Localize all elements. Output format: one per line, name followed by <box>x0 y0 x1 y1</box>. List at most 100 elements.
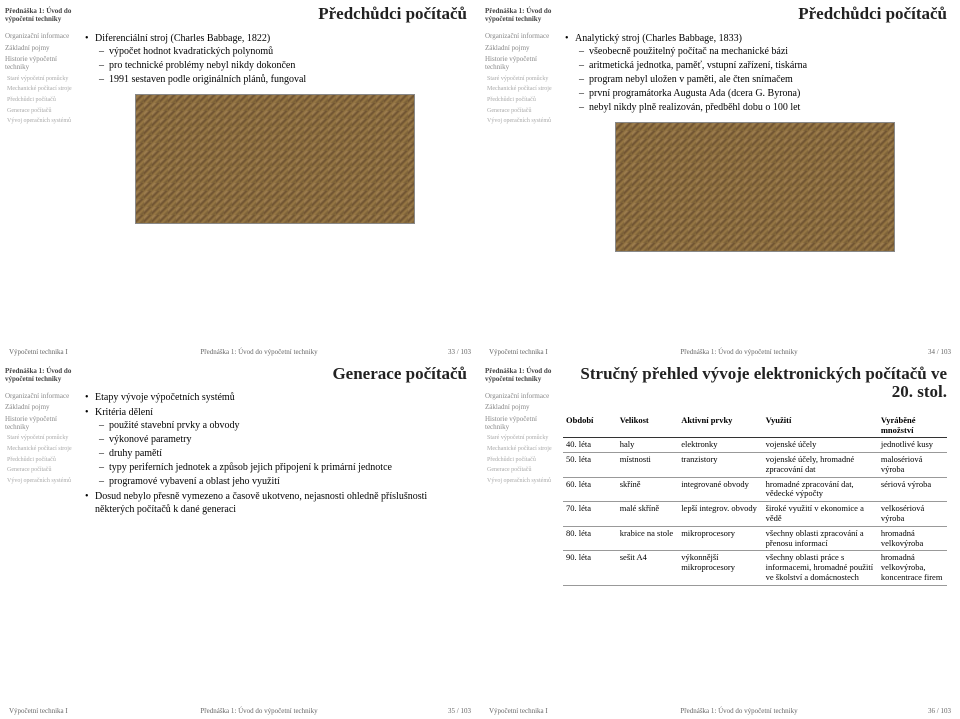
nav-item[interactable]: Vývoj operačních systémů <box>7 118 75 125</box>
nav-item[interactable]: Organizační informace <box>485 33 555 41</box>
sidebar-header: Přednáška 1: Úvod do výpočetní techniky <box>5 367 75 383</box>
nav-item[interactable]: Historie výpočetní techniky <box>485 56 555 71</box>
nav-item[interactable]: Základní pojmy <box>485 45 555 53</box>
sub-bullet: první programátorka Augusta Ada (dcera G… <box>575 87 947 100</box>
slide-content: Analytický stroj (Charles Babbage, 1833)… <box>563 32 947 116</box>
table-cell: vojenské účely, hromadné zpracování dat <box>763 453 878 478</box>
table-cell: hromadná velkovýroba, koncentrace firem <box>878 551 947 585</box>
nav-item[interactable]: Vývoj operačních systémů <box>7 478 75 485</box>
table-cell: všechny oblasti práce s informacemi, hro… <box>763 551 878 585</box>
analytical-engine-image <box>615 122 895 252</box>
table-cell: všechny oblasti zpracování a přenosu inf… <box>763 526 878 551</box>
nav-item[interactable]: Staré výpočetní pomůcky <box>7 435 75 442</box>
table-row: 60. létaskříněintegrované obvodyhromadné… <box>563 477 947 502</box>
nav-item[interactable]: Staré výpočetní pomůcky <box>487 435 555 442</box>
nav-item[interactable]: Historie výpočetní techniky <box>5 56 75 71</box>
table-cell: jednotlivé kusy <box>878 438 947 453</box>
table-cell: velkosériová výroba <box>878 502 947 527</box>
table-header: Období <box>563 414 617 438</box>
table-cell: 60. léta <box>563 477 617 502</box>
sidebar: Přednáška 1: Úvod do výpočetní techniky O… <box>1 1 79 346</box>
table-cell: skříně <box>617 477 678 502</box>
table-row: 80. létakrabice na stolemikroprocesoryvš… <box>563 526 947 551</box>
nav-item[interactable]: Vývoj operačních systémů <box>487 118 555 125</box>
nav-item[interactable]: Mechanické počítací stroje <box>487 86 555 93</box>
sub-bullet: programové vybavení a oblast jeho využit… <box>95 475 467 488</box>
slide-content: ObdobíVelikostAktivní prvkyVyužitíVyrábě… <box>563 410 947 586</box>
sidebar: Přednáška 1: Úvod do výpočetní techniky O… <box>481 361 559 706</box>
sub-bullet: použité stavební prvky a obvody <box>95 419 467 432</box>
table-cell: 40. léta <box>563 438 617 453</box>
bullet: Etapy vývoje výpočetních systémů <box>83 391 467 404</box>
slide-title: Předchůdci počítačů <box>83 5 467 24</box>
slide-title: Stručný přehled vývoje elektronických po… <box>563 365 947 402</box>
bullet: Diferenciální stroj (Charles Babbage, 18… <box>83 32 467 86</box>
nav-item[interactable]: Generace počítačů <box>7 108 75 115</box>
sub-bullet: pro technické problémy nebyl nikdy dokon… <box>95 59 467 72</box>
table-cell: hromadné zpracování dat, vědecké výpočty <box>763 477 878 502</box>
nav-item[interactable]: Základní pojmy <box>5 404 75 412</box>
sidebar-header: Přednáška 1: Úvod do výpočetní techniky <box>5 7 75 23</box>
nav-item[interactable]: Předchůdci počítačů <box>7 457 75 464</box>
slide-34: Přednáška 1: Úvod do výpočetní technikyO… <box>480 0 960 360</box>
table-cell: místnosti <box>617 453 678 478</box>
nav-item[interactable]: Předchůdci počítačů <box>487 97 555 104</box>
slide-content: Diferenciální stroj (Charles Babbage, 18… <box>83 32 467 88</box>
nav-item[interactable]: Staré výpočetní pomůcky <box>7 76 75 83</box>
slide-footer: Výpočetní technika I Přednáška 1: Úvod d… <box>1 346 479 359</box>
bullet: Kritéria dělenípoužité stavební prvky a … <box>83 406 467 488</box>
table-header: Vyráběné množství <box>878 414 947 438</box>
table-cell: lepší integrov. obvody <box>678 502 762 527</box>
table-cell: tranzistory <box>678 453 762 478</box>
sub-bullet: výpočet hodnot kvadratických polynomů <box>95 45 467 58</box>
table-row: 40. létahalyelektronkyvojenské účelyjedn… <box>563 438 947 453</box>
table-cell: 80. léta <box>563 526 617 551</box>
nav-item[interactable]: Generace počítačů <box>487 108 555 115</box>
nav-item[interactable]: Předchůdci počítačů <box>487 457 555 464</box>
table-row: 70. létamalé skřínělepší integrov. obvod… <box>563 502 947 527</box>
bullet: Analytický stroj (Charles Babbage, 1833)… <box>563 32 947 114</box>
bullet: Dosud nebylo přesně vymezeno a časově uk… <box>83 490 467 516</box>
nav-item[interactable]: Historie výpočetní techniky <box>5 416 75 431</box>
sidebar: Přednáška 1: Úvod do výpočetní techniky O… <box>1 361 79 706</box>
nav-item[interactable]: Organizační informace <box>5 393 75 401</box>
slide-footer: Výpočetní technika I Přednáška 1: Úvod d… <box>1 705 479 718</box>
table-header: Velikost <box>617 414 678 438</box>
table-cell: elektronky <box>678 438 762 453</box>
table-cell: sešit A4 <box>617 551 678 585</box>
nav-item[interactable]: Organizační informace <box>485 393 555 401</box>
nav-item[interactable]: Staré výpočetní pomůcky <box>487 76 555 83</box>
nav-item[interactable]: Mechanické počítací stroje <box>7 446 75 453</box>
table-cell: haly <box>617 438 678 453</box>
nav-item[interactable]: Vývoj operačních systémů <box>487 478 555 485</box>
slide-title: Generace počítačů <box>83 365 467 384</box>
slide-footer: Výpočetní technika I Přednáška 1: Úvod d… <box>481 705 959 718</box>
nav-item[interactable]: Základní pojmy <box>485 404 555 412</box>
table-cell: široké využití v ekonomice a vědě <box>763 502 878 527</box>
table-cell: 90. léta <box>563 551 617 585</box>
nav-item[interactable]: Základní pojmy <box>5 45 75 53</box>
table-cell: 50. léta <box>563 453 617 478</box>
table-cell: vojenské účely <box>763 438 878 453</box>
nav-item[interactable]: Mechanické počítací stroje <box>7 86 75 93</box>
overview-table: ObdobíVelikostAktivní prvkyVyužitíVyrábě… <box>563 414 947 586</box>
sub-bullet: výkonové parametry <box>95 433 467 446</box>
nav-item[interactable]: Generace počítačů <box>7 467 75 474</box>
sidebar-header: Přednáška 1: Úvod do výpočetní techniky <box>485 367 555 383</box>
slide-36: Přednáška 1: Úvod do výpočetní techniky O… <box>480 360 960 719</box>
table-cell: sériová výroba <box>878 477 947 502</box>
slide-content: Etapy vývoje výpočetních systémů Kritéria… <box>83 391 467 518</box>
sub-bullet: aritmetická jednotka, paměť, vstupní zař… <box>575 59 947 72</box>
nav-item[interactable]: Generace počítačů <box>487 467 555 474</box>
sub-bullet: druhy pamětí <box>95 447 467 460</box>
sub-bullet: program nebyl uložen v paměti, ale čten … <box>575 73 947 86</box>
slide-35: Přednáška 1: Úvod do výpočetní techniky O… <box>0 360 480 719</box>
slide-title: Předchůdci počítačů <box>563 5 947 24</box>
table-cell: mikroprocesory <box>678 526 762 551</box>
nav-item[interactable]: Mechanické počítací stroje <box>487 446 555 453</box>
nav-item[interactable]: Historie výpočetní techniky <box>485 416 555 431</box>
table-cell: integrované obvody <box>678 477 762 502</box>
table-row: 50. létamístnostitranzistoryvojenské úče… <box>563 453 947 478</box>
nav-item[interactable]: Předchůdci počítačů <box>7 97 75 104</box>
nav-item[interactable]: Organizační informace <box>5 33 75 41</box>
